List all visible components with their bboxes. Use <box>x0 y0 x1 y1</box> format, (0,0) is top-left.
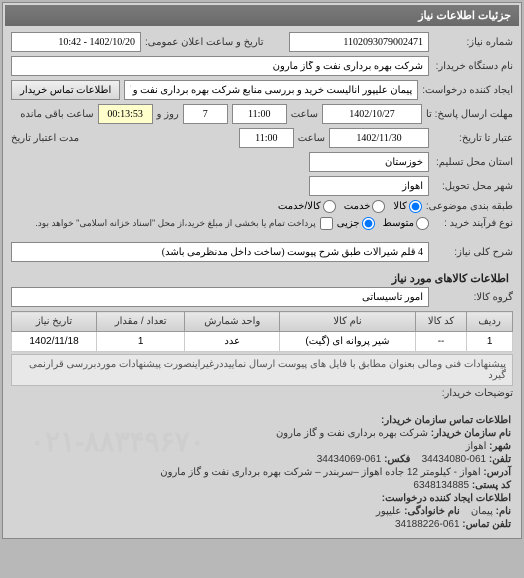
creator-info-title: اطلاعات ایجاد کننده درخواست: <box>13 493 511 504</box>
cell-date: 1402/11/18 <box>12 332 97 352</box>
org-label: نام سازمان خریدار: <box>431 428 511 439</box>
postal-value: 6348134885 <box>413 480 469 491</box>
radio-mid-label: متوسط <box>383 218 414 229</box>
purchase-desc: پرداخت تمام یا بخشی از مبلغ خرید،از محل … <box>35 218 315 229</box>
fax-value: 061-34434069 <box>317 454 382 465</box>
validity-date-label2: مدت اعتبار تاریخ <box>11 133 79 144</box>
contact-info-button[interactable]: اطلاعات تماس خریدار <box>11 80 120 100</box>
validity-label: عتبار تا تاریخ: <box>433 133 513 144</box>
postal-label: کد پستی: <box>472 480 511 491</box>
purchase-type-label: نوع فرآیند خرید : <box>433 218 513 229</box>
cell-unit: عدد <box>185 332 280 352</box>
deadline-send-label: مهلت ارسال پاسخ: تا <box>426 109 513 120</box>
fax-label: فکس: <box>384 454 410 465</box>
panel-header: جزئیات اطلاعات نیاز <box>5 5 519 26</box>
validity-date[interactable] <box>329 128 429 148</box>
family-label: نام خانوادگی: <box>404 506 460 517</box>
contact-title: اطلاعات تماس سازمان خریدار: <box>13 415 511 426</box>
remaining-time <box>98 104 153 124</box>
announce-label: تاریخ و ساعت اعلان عمومی: <box>145 37 264 48</box>
deadline-days-label: روز و <box>157 109 179 120</box>
radio-both-label: کالا/خدمت <box>278 201 321 212</box>
col-qty: تعداد / مقدار <box>96 312 184 332</box>
creator-label: ایجاد کننده درخواست: <box>422 85 513 96</box>
tel2-label: تلفن تماس: <box>462 519 511 530</box>
province-label: استان محل تسلیم: <box>433 157 513 168</box>
cell-row: 1 <box>467 332 513 352</box>
contact-city-label: شهر: <box>489 441 511 452</box>
name-value: پیمان <box>471 506 493 517</box>
category-label: طبقه بندی موضوعی: <box>426 201 513 212</box>
col-row: ردیف <box>467 312 513 332</box>
request-no-input[interactable] <box>289 32 429 52</box>
deadline-days[interactable] <box>183 104 228 124</box>
radio-service-label: خدمت <box>344 201 371 212</box>
col-code: کد کالا <box>415 312 466 332</box>
radio-partial-label: جزیی <box>337 218 360 229</box>
request-no-label: شماره نیاز: <box>433 37 513 48</box>
validity-time-label: ساعت <box>298 133 325 144</box>
table-row[interactable]: 1 -- شیر پروانه ای (گیت) عدد 1 1402/11/1… <box>12 332 513 352</box>
name-label: نام: <box>496 506 511 517</box>
tel2-value: 061-34188226 <box>395 519 460 530</box>
org-value: شرکت بهره برداری نفت و گاز مارون <box>276 428 428 439</box>
radio-service[interactable] <box>372 200 385 213</box>
subject-input[interactable] <box>11 242 429 262</box>
city-label: شهر محل تحویل: <box>433 181 513 192</box>
addr-value: اهواز - کیلومتر 12 جاده اهواز –سربندر – … <box>160 467 480 478</box>
radio-goods-label: کالا <box>393 201 407 212</box>
family-value: علیپور <box>376 506 401 517</box>
addr-label: آدرس: <box>483 467 511 478</box>
city-input[interactable] <box>309 176 429 196</box>
radio-both[interactable] <box>323 200 336 213</box>
goods-group-input[interactable] <box>11 287 429 307</box>
category-radio-group: کالا خدمت کالا/خدمت <box>278 200 422 213</box>
buyer-label: نام دستگاه خریدار: <box>433 61 513 72</box>
form-area: شماره نیاز: تاریخ و ساعت اعلان عمومی: نا… <box>5 26 519 409</box>
contact-city-value: اهواز <box>466 441 487 452</box>
announce-input[interactable] <box>11 32 141 52</box>
buyer-input[interactable] <box>11 56 429 76</box>
goods-section-title: اطلاعات کالاهای مورد نیاز <box>11 266 513 287</box>
treasury-checkbox[interactable] <box>320 217 333 230</box>
radio-mid[interactable] <box>416 217 429 230</box>
col-unit: واحد شمارش <box>185 312 280 332</box>
goods-group-label: گروه کالا: <box>433 292 513 303</box>
subject-label: شرح کلی نیاز: <box>433 247 513 258</box>
province-input[interactable] <box>309 152 429 172</box>
deadline-time-label: ساعت <box>291 109 318 120</box>
col-name: نام کالا <box>280 312 416 332</box>
creator-input[interactable] <box>124 80 418 100</box>
radio-goods[interactable] <box>409 200 422 213</box>
cell-name: شیر پروانه ای (گیت) <box>280 332 416 352</box>
col-date: تاریخ نیاز <box>12 312 97 332</box>
deadline-send-time[interactable] <box>232 104 287 124</box>
remaining-label: ساعت باقی مانده <box>20 109 93 120</box>
goods-note: پیشنهادات فنی ومالی بعنوان مطابق با فایل… <box>11 354 513 386</box>
cell-code: -- <box>415 332 466 352</box>
tel-label: تلفن: <box>489 454 511 465</box>
buyer-notes-label: توضیحات خریدار: <box>433 388 513 399</box>
tel-value: 061-34434080 <box>422 454 487 465</box>
cell-qty: 1 <box>96 332 184 352</box>
validity-time[interactable] <box>239 128 294 148</box>
deadline-send-date[interactable] <box>322 104 422 124</box>
main-panel: جزئیات اطلاعات نیاز شماره نیاز: تاریخ و … <box>2 2 522 539</box>
radio-partial[interactable] <box>362 217 375 230</box>
goods-table: ردیف کد کالا نام کالا واحد شمارش تعداد /… <box>11 311 513 352</box>
purchase-type-radio-group: متوسط جزیی <box>337 217 429 230</box>
contact-info-block: اطلاعات تماس سازمان خریدار: نام سازمان خ… <box>5 409 519 536</box>
